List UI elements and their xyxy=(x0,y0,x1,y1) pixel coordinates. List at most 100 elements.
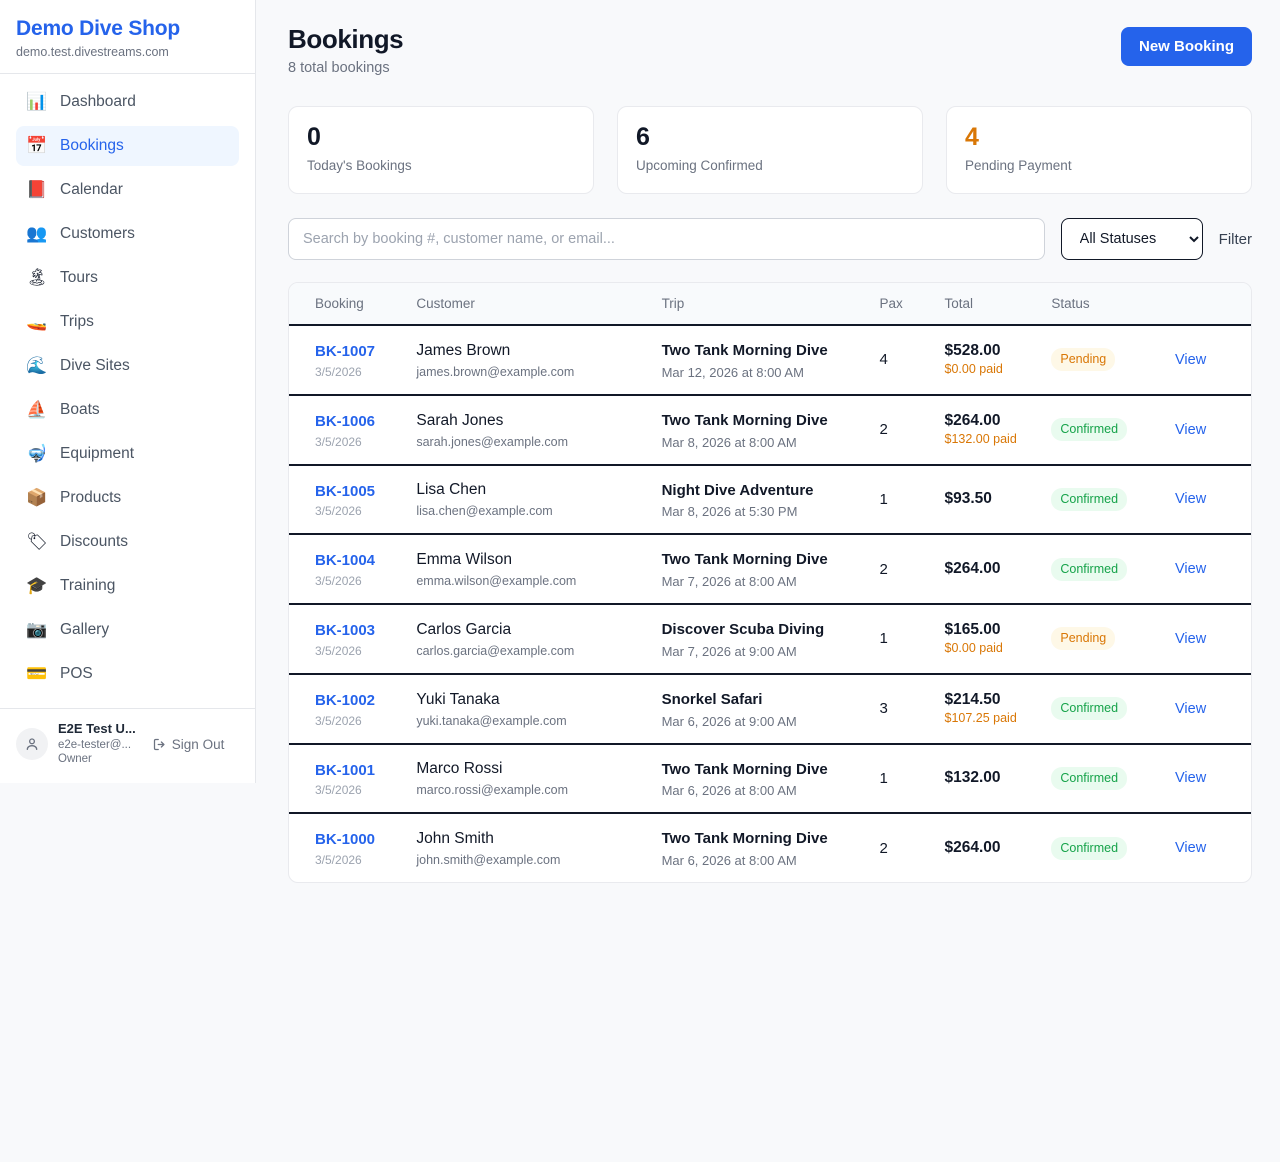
view-link[interactable]: View xyxy=(1175,561,1207,578)
cell-pax: 1 xyxy=(869,604,935,675)
sidebar-item-tours[interactable]: 🏝 Tours xyxy=(16,258,239,298)
new-booking-button[interactable]: New Booking xyxy=(1120,27,1252,66)
trip-datetime: Mar 6, 2026 at 8:00 AM xyxy=(661,853,797,868)
booking-id-link[interactable]: BK-1002 xyxy=(315,691,376,709)
brand-header: Demo Dive Shop demo.test.divestreams.com xyxy=(0,0,255,75)
brand-title: Demo Dive Shop xyxy=(16,17,181,40)
table-row[interactable]: BK-1006 3/5/2026 Sarah Jones sarah.jones@ex… xyxy=(289,394,1251,466)
filter-button[interactable]: Filter xyxy=(1218,230,1252,248)
people-icon: 👥 xyxy=(26,223,48,244)
sidebar-item-label: Dashboard xyxy=(60,93,136,111)
sidebar-item-calendar[interactable]: 📕 Calendar xyxy=(16,170,239,210)
sidebar-item-label: Discounts xyxy=(60,533,129,551)
sign-out-icon xyxy=(153,738,165,750)
booking-date: 3/5/2026 xyxy=(315,364,362,379)
table-row[interactable]: BK-1007 3/5/2026 James Brown james.brown@ex… xyxy=(289,325,1251,396)
customer-email: carlos.garcia@example.com xyxy=(416,643,575,658)
sidebar-item-discounts[interactable]: 🏷 Discounts xyxy=(16,522,239,562)
stat-value: 0 xyxy=(307,123,321,151)
table-body: BK-1007 3/5/2026 James Brown james.brown@ex… xyxy=(289,325,1251,882)
table-row[interactable]: BK-1003 3/5/2026 Carlos Garcia carlos.garci… xyxy=(289,604,1251,675)
column-header-booking: Booking xyxy=(289,283,407,326)
sidebar-item-trips[interactable]: 🚤 Trips xyxy=(16,302,239,342)
table-row[interactable]: BK-1004 3/5/2026 Emma Wilson emma.wilson@ex… xyxy=(289,534,1251,605)
bookings-table-card: Booking Customer Trip Pax Total Status B… xyxy=(288,282,1252,883)
sidebar-item-bookings[interactable]: 📅 Bookings xyxy=(16,126,239,167)
tag-icon: 🏷 xyxy=(26,531,48,552)
booking-id-link[interactable]: BK-1003 xyxy=(315,622,376,639)
customer-name: Emma Wilson xyxy=(416,551,512,569)
table-row[interactable]: BK-1005 3/5/2026 Lisa Chen lisa.chen@exampl… xyxy=(289,464,1251,536)
customer-name: Lisa Chen xyxy=(416,481,487,499)
page-subtitle: 8 total bookings xyxy=(288,60,390,76)
booking-id-link[interactable]: BK-1006 xyxy=(315,412,376,430)
sidebar-item-pos[interactable]: 💳 POS xyxy=(16,654,239,694)
page-header-text: Bookings 8 total bookings xyxy=(288,24,404,76)
search-input[interactable] xyxy=(288,218,1045,260)
cell-action: View xyxy=(1165,743,1251,815)
status-badge: Confirmed xyxy=(1051,557,1128,581)
table-row[interactable]: BK-1002 3/5/2026 Yuki Tanaka yuki.tanaka@ex… xyxy=(289,673,1251,745)
cell-pax: 2 xyxy=(869,394,935,466)
bar-chart-icon: 📊 xyxy=(26,91,48,112)
total-amount: $264.00 xyxy=(944,411,1001,429)
pax-count: 2 xyxy=(879,421,888,439)
cell-status: Confirmed xyxy=(1041,394,1166,466)
booking-id-link[interactable]: BK-1007 xyxy=(315,343,376,360)
main-content: Bookings 8 total bookings New Booking 0 T… xyxy=(256,0,1280,883)
bookings-table: Booking Customer Trip Pax Total Status B… xyxy=(289,283,1251,882)
cell-status: Confirmed xyxy=(1041,743,1166,815)
cell-pax: 3 xyxy=(869,673,935,745)
booking-date: 3/5/2026 xyxy=(315,713,362,728)
cell-trip: Two Tank Morning Dive Mar 8, 2026 at 8:00… xyxy=(651,394,870,466)
booking-id-link[interactable]: BK-1005 xyxy=(315,482,376,500)
cell-customer: James Brown james.brown@example.com xyxy=(406,325,652,396)
booking-id-link[interactable]: BK-1001 xyxy=(315,761,376,779)
sidebar-item-boats[interactable]: ⛵ Boats xyxy=(16,390,239,430)
user-role: Owner xyxy=(58,753,92,766)
avatar xyxy=(16,728,48,761)
view-link[interactable]: View xyxy=(1175,491,1207,508)
booking-id-link[interactable]: BK-1004 xyxy=(315,552,376,570)
customer-name: Marco Rossi xyxy=(416,760,503,778)
view-link[interactable]: View xyxy=(1175,630,1207,647)
trip-name: Two Tank Morning Dive xyxy=(661,551,828,569)
sidebar-item-products[interactable]: 📦 Products xyxy=(16,478,239,518)
sidebar-item-dive-sites[interactable]: 🌊 Dive Sites xyxy=(16,346,239,386)
view-link[interactable]: View xyxy=(1175,421,1207,438)
cell-total: $264.00 xyxy=(934,534,1042,605)
cell-status: Confirmed xyxy=(1041,464,1166,536)
cell-booking: BK-1004 3/5/2026 xyxy=(289,534,407,605)
sidebar-item-label: Gallery xyxy=(60,621,110,639)
customer-name: Sarah Jones xyxy=(416,411,504,429)
table-row[interactable]: BK-1001 3/5/2026 Marco Rossi marco.rossi@ex… xyxy=(289,743,1251,815)
table-row[interactable]: BK-1000 3/5/2026 John Smith john.smith@exam… xyxy=(289,813,1251,882)
trip-name: Two Tank Morning Dive xyxy=(661,830,828,848)
cell-status: Pending xyxy=(1041,325,1166,396)
column-header-status: Status xyxy=(1041,283,1166,326)
view-link[interactable]: View xyxy=(1175,351,1207,368)
pax-count: 2 xyxy=(879,560,888,578)
view-link[interactable]: View xyxy=(1175,770,1207,787)
sign-out-label: Sign Out xyxy=(171,736,225,752)
sidebar-item-customers[interactable]: 👥 Customers xyxy=(16,214,239,254)
sidebar-item-training[interactable]: 🎓 Training xyxy=(16,566,239,606)
trip-datetime: Mar 7, 2026 at 8:00 AM xyxy=(661,574,797,589)
sign-out-button[interactable]: Sign Out xyxy=(152,736,225,752)
customer-email: john.smith@example.com xyxy=(416,853,561,868)
cell-booking: BK-1006 3/5/2026 xyxy=(289,394,407,466)
status-filter-select[interactable]: All Statuses xyxy=(1060,218,1203,260)
booking-id-link[interactable]: BK-1000 xyxy=(315,831,376,849)
status-badge: Pending xyxy=(1051,627,1116,651)
sidebar-item-gallery[interactable]: 📷 Gallery xyxy=(16,610,239,650)
pax-count: 2 xyxy=(879,839,888,857)
trip-name: Night Dive Adventure xyxy=(661,481,814,499)
cell-action: View xyxy=(1165,673,1251,745)
view-link[interactable]: View xyxy=(1175,700,1207,717)
calendar-icon: 📕 xyxy=(26,179,48,200)
column-header-pax: Pax xyxy=(869,283,935,326)
view-link[interactable]: View xyxy=(1175,840,1207,857)
sidebar-item-dashboard[interactable]: 📊 Dashboard xyxy=(16,82,239,122)
sidebar: Demo Dive Shop demo.test.divestreams.com… xyxy=(0,0,256,784)
sidebar-item-equipment[interactable]: 🤿 Equipment xyxy=(16,434,239,474)
